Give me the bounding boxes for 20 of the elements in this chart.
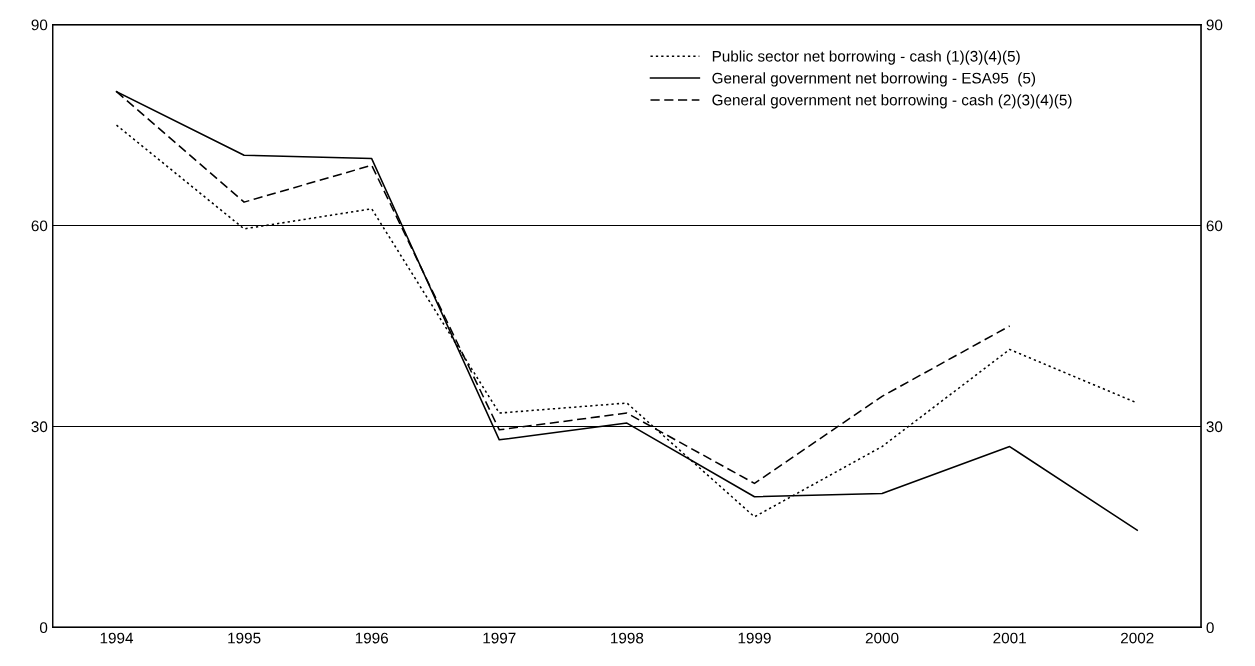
legend-label: General government net borrowing - cash (2)(3)(4)(5) xyxy=(712,94,1072,109)
x-tick-label: 2000 xyxy=(865,632,899,644)
y-tick-label: 90 xyxy=(31,19,48,31)
x-tick-label: 1996 xyxy=(355,632,389,644)
y2-tick-label: 0 xyxy=(1206,622,1214,634)
legend-label: Public sector net borrowing - cash (1)(3)(4)(5) xyxy=(712,50,1020,65)
legend-label: General government net borrowing - ESA95 (5) xyxy=(712,72,1036,87)
x-tick-label: 1994 xyxy=(100,632,134,644)
x-tick-label: 1995 xyxy=(228,632,261,644)
x-tick-label: 1997 xyxy=(483,632,516,644)
x-tick-label: 2002 xyxy=(1121,632,1154,644)
x-tick-label: 2001 xyxy=(993,632,1026,644)
y2-tick-label: 30 xyxy=(1206,421,1223,433)
y-tick-label: 0 xyxy=(39,622,48,634)
y2-tick-label: 90 xyxy=(1206,19,1223,31)
y-tick-label: 60 xyxy=(31,220,48,232)
y2-tick-label: 60 xyxy=(1206,220,1223,232)
x-tick-label: 1999 xyxy=(738,632,771,644)
y-tick-label: 30 xyxy=(31,421,48,433)
x-tick-label: 1998 xyxy=(611,632,644,644)
